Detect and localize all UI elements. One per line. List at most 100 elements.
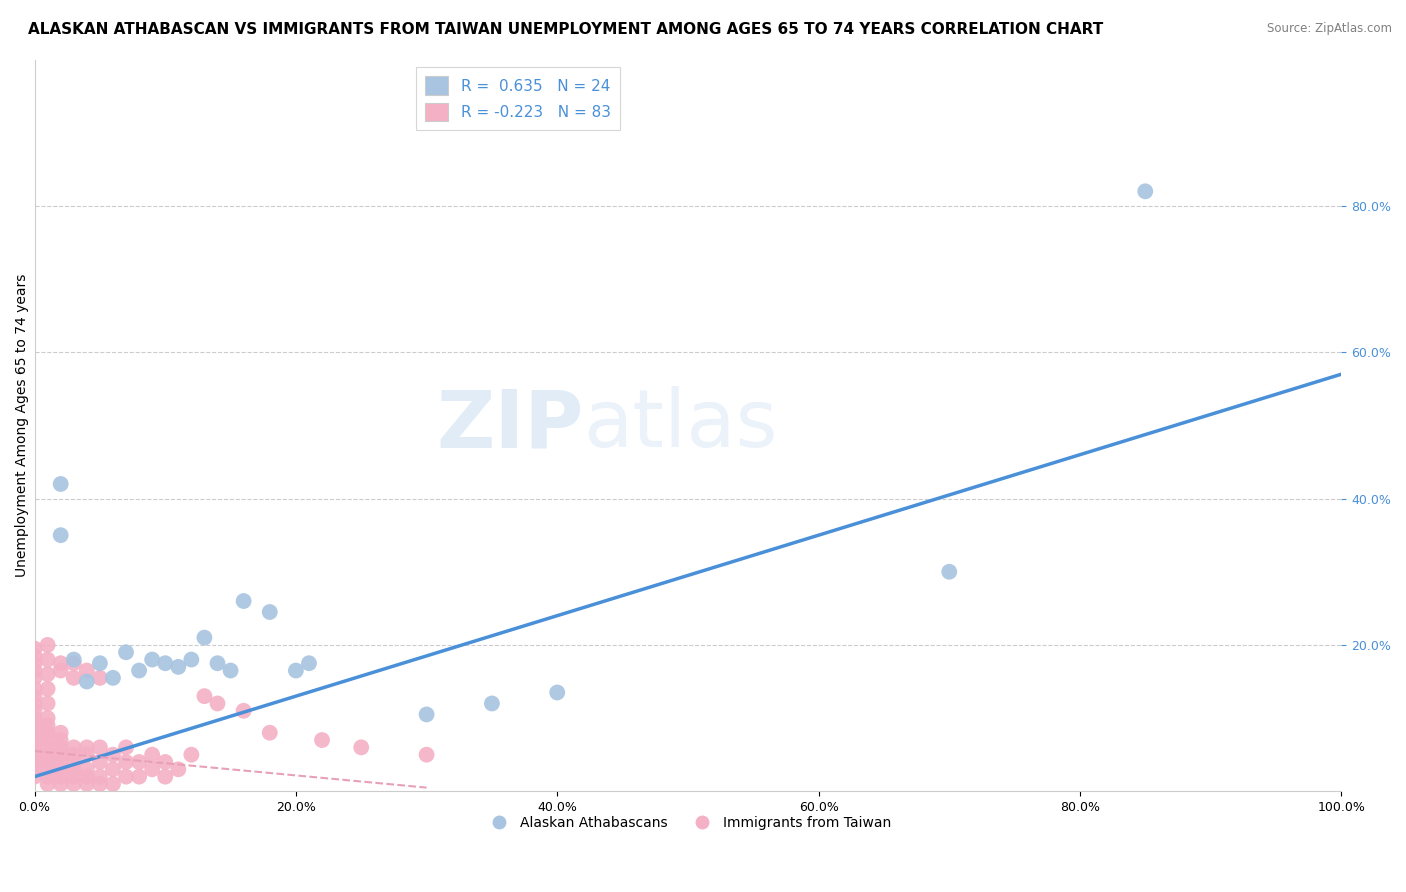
Point [128,664,150,678]
Point [219,664,242,678]
Point [24,755,46,769]
Point [24,671,46,685]
Point [62,770,84,784]
Point [49,770,72,784]
Point [37,652,59,666]
Point [546,685,568,699]
Point [49,777,72,791]
Point [49,762,72,776]
Point [37,681,59,696]
Point [62,657,84,671]
Point [284,664,307,678]
Point [1135,184,1157,198]
Point [37,711,59,725]
Point [89,740,111,755]
Point [298,657,321,671]
Point [62,740,84,755]
Point [76,674,98,689]
Point [24,689,46,703]
Point [24,725,46,739]
Point [24,648,46,663]
Point [180,652,202,666]
Point [155,755,177,769]
Point [37,718,59,732]
Point [62,777,84,791]
Point [167,660,190,674]
Y-axis label: Unemployment Among Ages 65 to 74 years: Unemployment Among Ages 65 to 74 years [15,274,30,577]
Point [24,641,46,656]
Point [141,747,163,762]
Point [141,762,163,776]
Point [76,740,98,755]
Point [24,657,46,671]
Text: Source: ZipAtlas.com: Source: ZipAtlas.com [1267,22,1392,36]
Point [24,681,46,696]
Point [76,664,98,678]
Point [350,740,373,755]
Point [37,762,59,776]
Point [232,704,254,718]
Point [938,565,960,579]
Point [49,657,72,671]
Point [115,740,138,755]
Point [62,755,84,769]
Point [415,707,437,722]
Point [115,770,138,784]
Point [415,747,437,762]
Point [180,747,202,762]
Point [259,605,281,619]
Point [89,770,111,784]
Point [155,770,177,784]
Point [37,777,59,791]
Point [207,697,229,711]
Point [37,740,59,755]
Point [24,740,46,755]
Point [89,657,111,671]
Point [24,733,46,747]
Point [76,770,98,784]
Point [62,762,84,776]
Point [24,770,46,784]
Point [76,777,98,791]
Point [62,747,84,762]
Point [24,664,46,678]
Point [193,631,215,645]
Point [49,733,72,747]
Point [101,777,124,791]
Point [481,697,503,711]
Point [37,667,59,681]
Point [311,733,333,747]
Point [37,638,59,652]
Point [24,704,46,718]
Point [101,747,124,762]
Point [62,652,84,666]
Point [24,762,46,776]
Point [49,725,72,739]
Point [37,697,59,711]
Point [155,657,177,671]
Text: ALASKAN ATHABASCAN VS IMMIGRANTS FROM TAIWAN UNEMPLOYMENT AMONG AGES 65 TO 74 YE: ALASKAN ATHABASCAN VS IMMIGRANTS FROM TA… [28,22,1104,37]
Point [24,711,46,725]
Point [167,762,190,776]
Point [115,645,138,659]
Text: ZIP: ZIP [436,386,583,465]
Point [37,770,59,784]
Point [207,657,229,671]
Text: atlas: atlas [583,386,778,465]
Point [89,777,111,791]
Point [193,689,215,703]
Point [24,697,46,711]
Point [101,762,124,776]
Point [37,725,59,739]
Point [49,477,72,491]
Point [128,755,150,769]
Point [76,762,98,776]
Point [24,747,46,762]
Point [49,528,72,542]
Point [76,747,98,762]
Legend: Alaskan Athabascans, Immigrants from Taiwan: Alaskan Athabascans, Immigrants from Tai… [479,811,897,836]
Point [232,594,254,608]
Point [141,652,163,666]
Point [89,755,111,769]
Point [115,755,138,769]
